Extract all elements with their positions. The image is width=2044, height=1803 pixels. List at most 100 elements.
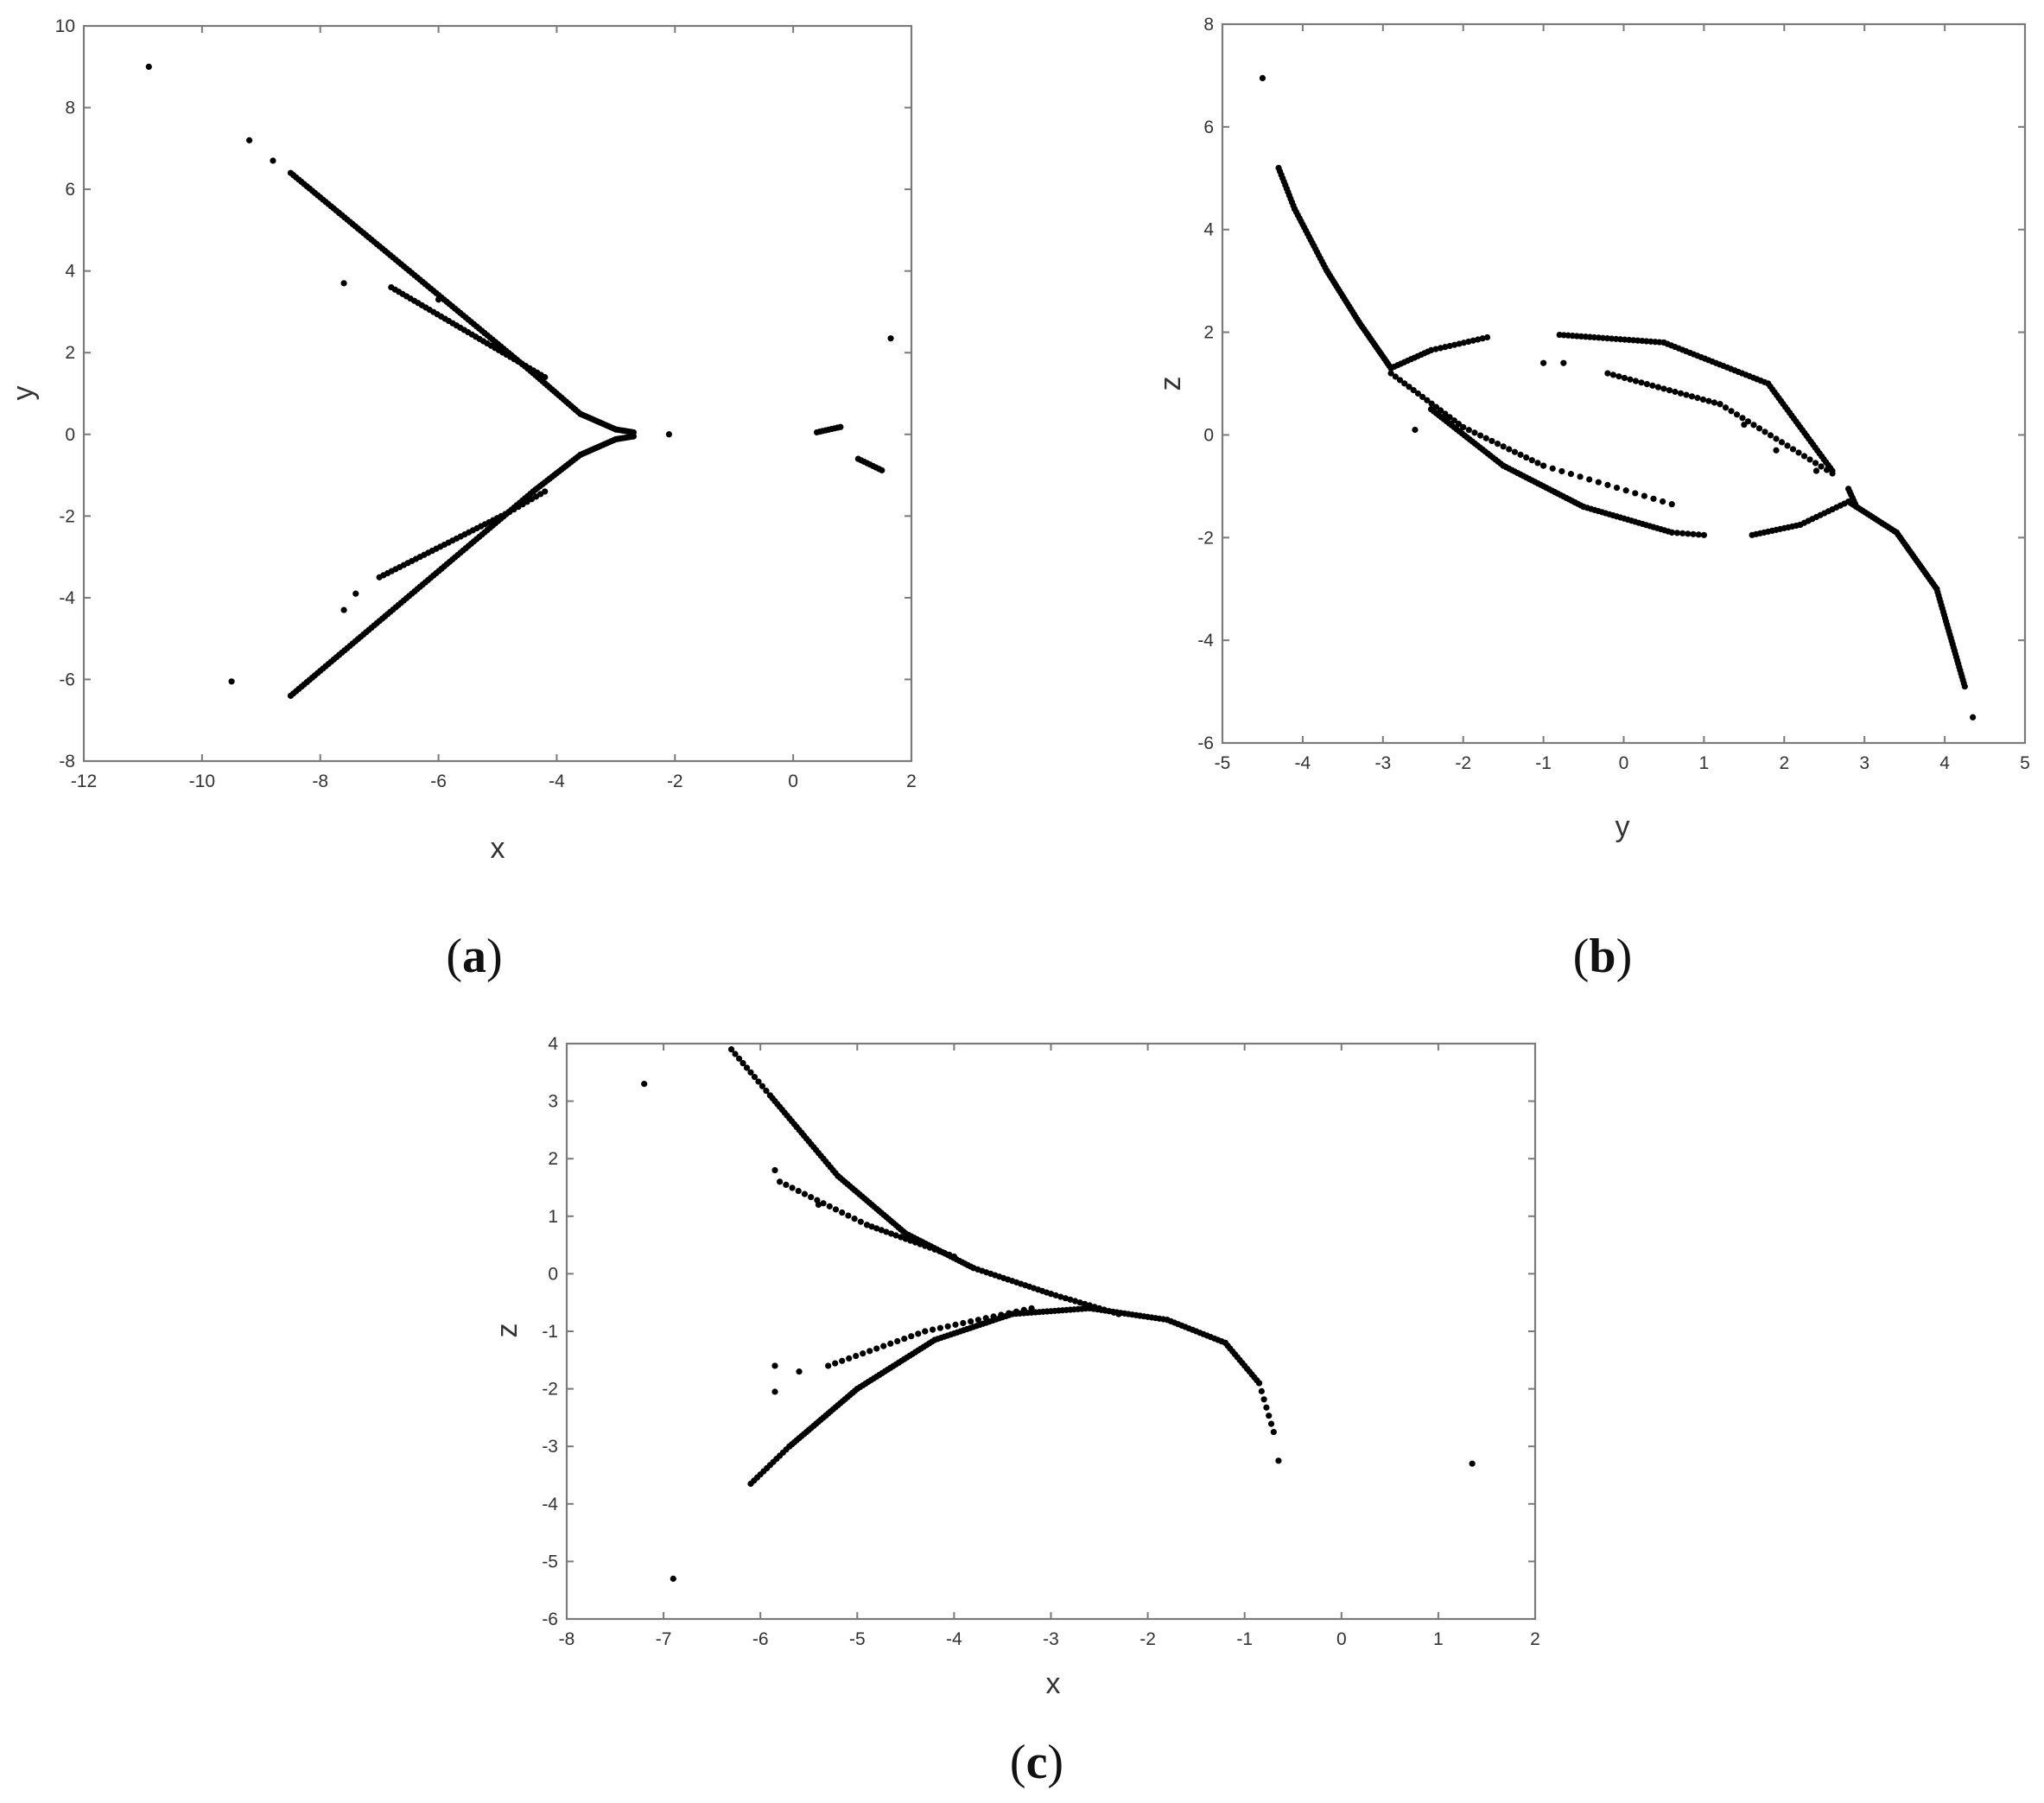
data-point	[1259, 74, 1266, 81]
x-tick-label: -2	[1139, 1629, 1156, 1649]
y-tick-label: 3	[548, 1092, 558, 1112]
data-point	[1806, 456, 1813, 463]
y-tick-label: 4	[65, 262, 75, 282]
tick-marks-a	[83, 25, 912, 762]
data-point	[832, 1206, 840, 1213]
x-tick-label: -2	[667, 771, 683, 791]
y-tick-label: -6	[542, 1609, 558, 1629]
data-point	[1263, 1404, 1270, 1411]
panel-letter-a: a	[462, 930, 486, 983]
y-tick-label: -8	[59, 752, 75, 771]
data-point	[936, 1247, 943, 1254]
data-point	[801, 1190, 809, 1197]
x-tick-label: -4	[549, 771, 565, 791]
data-point	[145, 63, 152, 70]
data-point	[783, 1181, 790, 1189]
data-point	[1419, 393, 1426, 401]
data-point	[1396, 377, 1404, 384]
data-point	[853, 1352, 860, 1360]
panel-c: -8 -7 -6 -5 -4 -3 -2 -1 0 1 2 -6 -5 -4 -3 -2 -1 0 1 2 3 4 x z…	[491, 1034, 1540, 1789]
data-point	[931, 1246, 938, 1253]
data-point	[1057, 1293, 1064, 1300]
data-point	[340, 280, 347, 287]
x-tick-label: -3	[1043, 1629, 1059, 1649]
data-point	[755, 1078, 762, 1085]
x-tick-label: -4	[946, 1629, 962, 1649]
data-point	[1668, 501, 1675, 508]
data-point	[1471, 429, 1478, 436]
data-point	[1469, 1460, 1476, 1467]
data-point	[922, 1242, 929, 1249]
data-point	[946, 1251, 953, 1258]
data-point	[352, 590, 359, 597]
x-tick-label: -1	[1535, 753, 1552, 773]
data-point	[1258, 1387, 1265, 1394]
tick-marks-c	[566, 1043, 1536, 1620]
data-point	[1460, 423, 1467, 431]
panel-letter-b: b	[1589, 930, 1616, 983]
data-point	[990, 1313, 997, 1320]
data-point	[878, 1227, 885, 1234]
data-point	[851, 1216, 858, 1222]
data-point	[1560, 359, 1567, 366]
data-point	[825, 1362, 832, 1369]
data-point	[1442, 344, 1449, 351]
data-point	[1778, 439, 1786, 446]
y-tick-label: -1	[542, 1322, 558, 1342]
data-point	[1673, 530, 1681, 536]
data-point	[1410, 387, 1417, 394]
data-point	[789, 1184, 796, 1191]
data-point	[1632, 490, 1639, 497]
data-point	[1767, 432, 1774, 439]
data-point	[1444, 416, 1450, 423]
data-point	[1401, 380, 1408, 387]
panel-a: -12 -10 -8 -6 -4 -2 0 2 -8 -6 -4 -2 0 2 4 6 8 10 x y (a)	[7, 16, 917, 983]
data-point	[1489, 437, 1495, 445]
data-point	[1728, 408, 1735, 415]
data-point	[1755, 425, 1763, 432]
y-tick-label: -4	[59, 588, 75, 608]
x-tick-label: -12	[71, 771, 97, 791]
y-axis-label-b: z	[1154, 377, 1187, 391]
data-point	[1275, 1457, 1282, 1464]
data-point	[1722, 404, 1730, 411]
y-tick-label: 10	[55, 16, 75, 36]
data-point	[1540, 359, 1547, 366]
x-tick-label: -2	[1455, 753, 1471, 773]
data-point	[1616, 373, 1622, 380]
data-point	[1812, 467, 1820, 474]
data-point	[1414, 390, 1422, 397]
data-point	[915, 1330, 922, 1337]
y-tick-label: 0	[65, 425, 75, 445]
data-point	[1456, 340, 1463, 347]
data-point	[998, 1311, 1005, 1318]
x-tick-label: -7	[656, 1629, 672, 1649]
data-point	[1660, 385, 1667, 392]
data-point	[1627, 376, 1634, 383]
data-point	[1432, 403, 1439, 410]
y-tick-label: 0	[548, 1264, 558, 1284]
data-point	[832, 1360, 839, 1367]
x-tick-label: -8	[559, 1629, 575, 1649]
panel-letter-c: c	[1026, 1736, 1048, 1789]
data-point	[1012, 1308, 1020, 1315]
x-tick-label: 0	[1336, 1629, 1347, 1649]
y-tick-label: -2	[1197, 528, 1214, 548]
tick-labels-b: -5 -4 -3 -2 -1 0 1 2 3 4 5 -6 -4 -2 0 2 4 6 8	[1197, 15, 2030, 773]
data-point	[1460, 340, 1468, 346]
tick-labels-c: -8 -7 -6 -5 -4 -3 -2 -1 0 1 2 -6 -5 -4 -3 -2 -1 0 1 2 3 4	[542, 1034, 1540, 1649]
data-point	[922, 1328, 929, 1335]
x-tick-label: -5	[1215, 753, 1231, 773]
data-point	[795, 1187, 802, 1195]
data-point	[1668, 529, 1675, 536]
data-point	[1660, 498, 1666, 505]
y-tick-label: -6	[59, 670, 75, 689]
y-tick-label: -4	[542, 1495, 558, 1514]
data-point	[887, 1230, 895, 1237]
y-tick-label: 4	[1203, 220, 1214, 240]
data-point	[1595, 479, 1602, 486]
data-point	[1762, 429, 1768, 435]
plot-frame-c	[565, 1042, 1537, 1621]
data-point	[1650, 495, 1657, 502]
panel-b: -5 -4 -3 -2 -1 0 1 2 3 4 5 -6 -4 -2 0 2 4 6 8 y z (b)	[1154, 15, 2030, 983]
